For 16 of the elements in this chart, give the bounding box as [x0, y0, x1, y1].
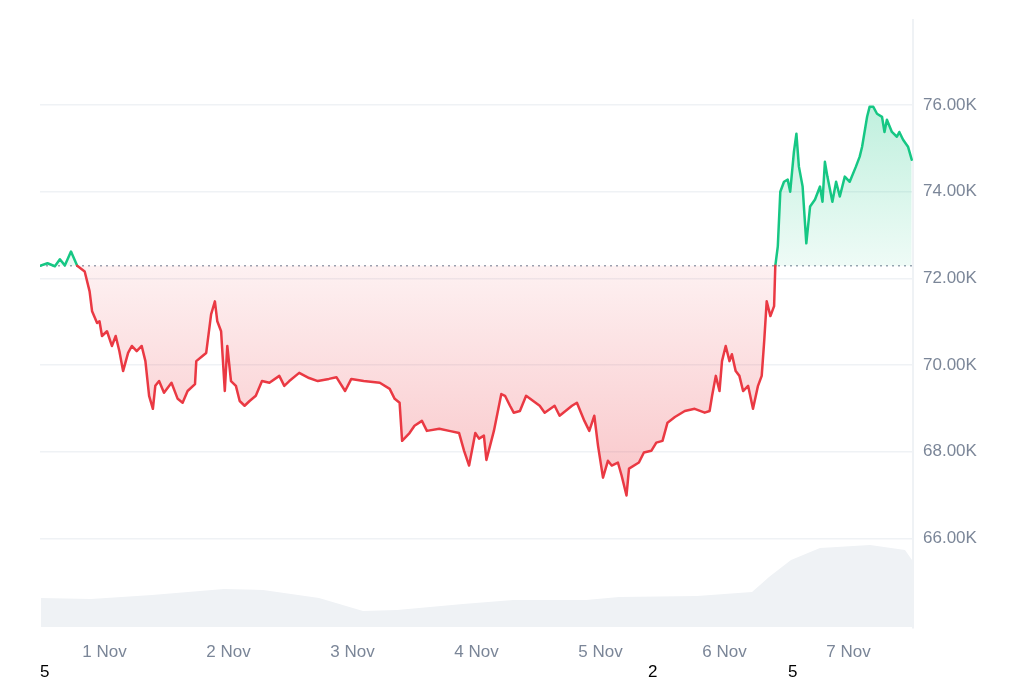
text: 5 — [788, 662, 798, 682]
y-tick-label: 74.00K — [923, 181, 978, 201]
y-tick-label: 66.00K — [923, 528, 978, 548]
text: 2 — [648, 662, 658, 682]
x-tick-label: 6 Nov — [702, 641, 748, 661]
x-tick-label: 4 Nov — [454, 641, 500, 661]
y-tick-label: 70.00K — [923, 354, 978, 374]
x-tick-label: 5 Nov — [578, 641, 624, 661]
x-tick-label: 3 Nov — [330, 641, 376, 661]
text: 5 — [40, 662, 50, 682]
x-tick-label: 2 Nov — [206, 641, 252, 661]
x-tick-label: 1 Nov — [82, 641, 128, 661]
y-tick-label: 68.00K — [923, 441, 978, 461]
x-tick-label: 7 Nov — [826, 641, 872, 661]
y-tick-label: 72.00K — [923, 268, 978, 288]
y-tick-label: 76.00K — [923, 94, 978, 114]
